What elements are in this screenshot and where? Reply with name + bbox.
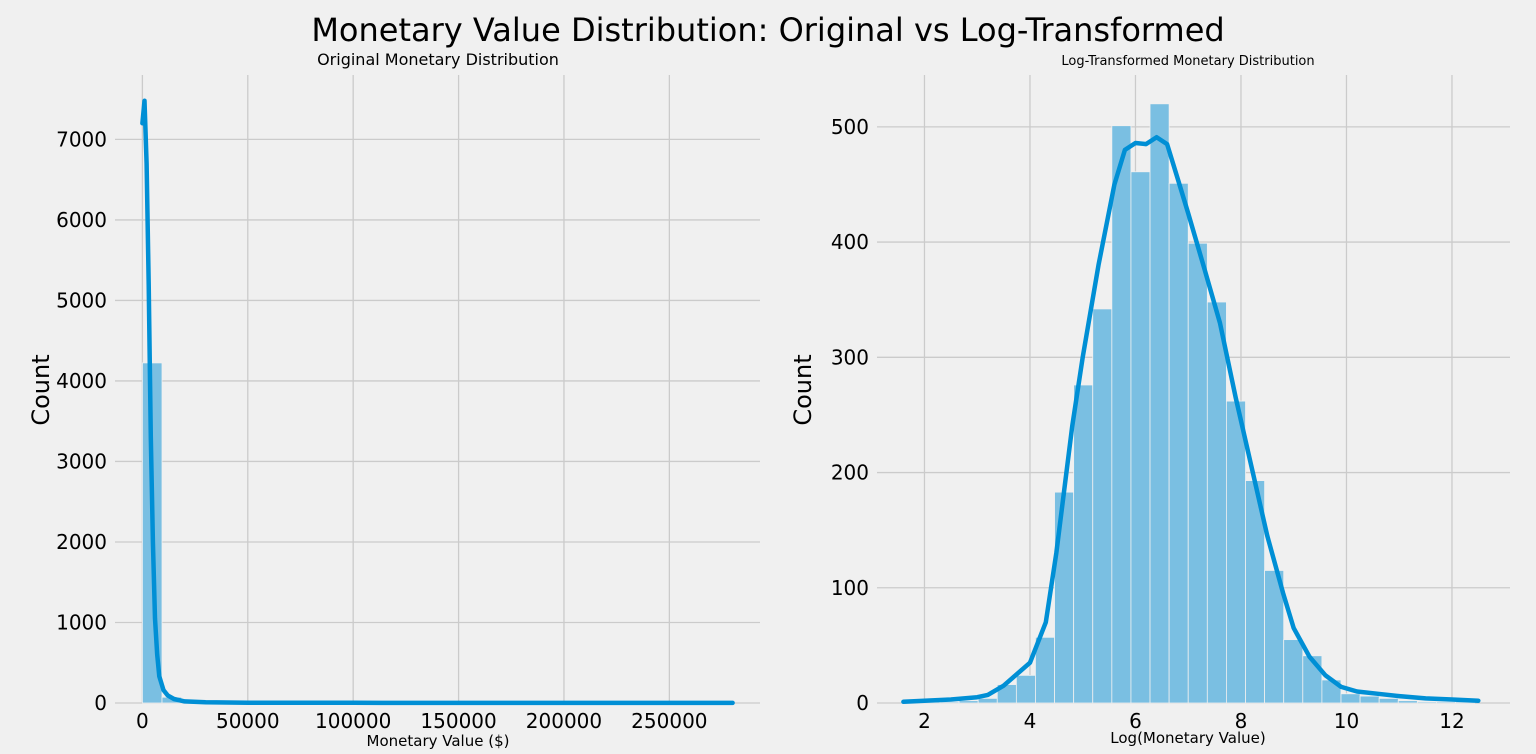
original-grid xyxy=(115,75,760,704)
log-histogram-bar xyxy=(977,697,998,704)
log-chart-title: Log-Transformed Monetary Distribution xyxy=(1061,54,1314,69)
log-histogram-bar xyxy=(958,700,979,704)
log-histogram-bar xyxy=(1073,384,1094,704)
log-x-ticks: 2 4 6 8 10 12 xyxy=(918,709,1465,733)
original-x-ticks: 0 50000 100000 150000 200000 250000 xyxy=(136,709,708,733)
log-x-tick-label: 10 xyxy=(1334,709,1359,733)
log-histogram-bar xyxy=(1397,700,1418,704)
log-y-tick-label: 400 xyxy=(831,230,869,254)
log-histogram-bar xyxy=(1168,182,1189,704)
log-histogram-bar xyxy=(1226,400,1246,704)
log-histogram-bar xyxy=(1187,242,1208,704)
log-y-tick-label: 300 xyxy=(831,345,869,369)
original-y-tick-label: 7000 xyxy=(56,127,107,151)
original-y-tick-label: 5000 xyxy=(56,288,107,312)
original-y-tick-label: 6000 xyxy=(56,208,107,232)
log-y-tick-label: 200 xyxy=(831,461,869,485)
figure-title: Monetary Value Distribution: Original vs… xyxy=(311,11,1224,49)
chart-log: 2 4 6 8 10 12 0 100 200 300 400 500 Log-Transforme… xyxy=(789,54,1510,747)
log-histogram-bar xyxy=(1359,695,1380,704)
log-x-tick-label: 4 xyxy=(1024,709,1037,733)
original-y-tick-label: 4000 xyxy=(56,369,107,393)
log-histogram-bar xyxy=(1149,103,1170,704)
original-y-axis-label: Count xyxy=(27,354,55,425)
log-histogram-bar xyxy=(1416,701,1437,704)
log-x-tick-label: 6 xyxy=(1129,709,1142,733)
original-bars xyxy=(142,362,731,704)
original-kde-line xyxy=(140,98,735,706)
log-histogram-bar xyxy=(1206,301,1227,704)
original-y-ticks: 0 1000 2000 3000 4000 5000 6000 7000 xyxy=(56,127,107,715)
log-histogram-bar xyxy=(1130,171,1151,704)
original-x-tick-label: 100000 xyxy=(315,709,391,733)
log-histogram-bar xyxy=(1111,125,1132,704)
original-x-tick-label: 250000 xyxy=(631,709,707,733)
log-histogram-bar xyxy=(1092,308,1113,704)
log-histogram-bar xyxy=(1436,701,1456,704)
log-histogram-bar xyxy=(1015,674,1036,704)
log-y-ticks: 0 100 200 300 400 500 xyxy=(831,115,869,715)
original-x-axis-label: Monetary Value ($) xyxy=(367,732,510,750)
log-x-tick-label: 8 xyxy=(1235,709,1248,733)
log-bars xyxy=(901,103,1476,704)
original-chart-title: Original Monetary Distribution xyxy=(317,50,559,69)
original-y-tick-label: 3000 xyxy=(56,449,107,473)
original-y-tick-label: 1000 xyxy=(56,610,107,634)
log-histogram-bar xyxy=(1340,693,1361,704)
log-histogram-bar xyxy=(1283,639,1304,704)
log-y-tick-label: 0 xyxy=(856,691,869,715)
original-x-tick-label: 50000 xyxy=(216,709,280,733)
log-y-tick-label: 500 xyxy=(831,115,869,139)
original-x-tick-label: 150000 xyxy=(420,709,496,733)
original-y-tick-label: 0 xyxy=(94,691,107,715)
log-histogram-bar xyxy=(1264,570,1285,704)
log-histogram-bar xyxy=(1054,491,1075,704)
original-x-tick-label: 200000 xyxy=(526,709,602,733)
log-histogram-bar xyxy=(1378,697,1399,704)
log-kde-line xyxy=(901,134,1481,705)
chart-original: 0 50000 100000 150000 200000 250000 0 1000 2000… xyxy=(27,50,760,750)
log-x-tick-label: 2 xyxy=(918,709,931,733)
log-x-axis-label: Log(Monetary Value) xyxy=(1110,729,1265,747)
log-y-axis-label: Count xyxy=(789,354,817,425)
original-y-tick-label: 2000 xyxy=(56,530,107,554)
log-x-tick-label: 12 xyxy=(1439,709,1464,733)
original-x-tick-label: 0 xyxy=(136,709,149,733)
log-y-tick-label: 100 xyxy=(831,576,869,600)
